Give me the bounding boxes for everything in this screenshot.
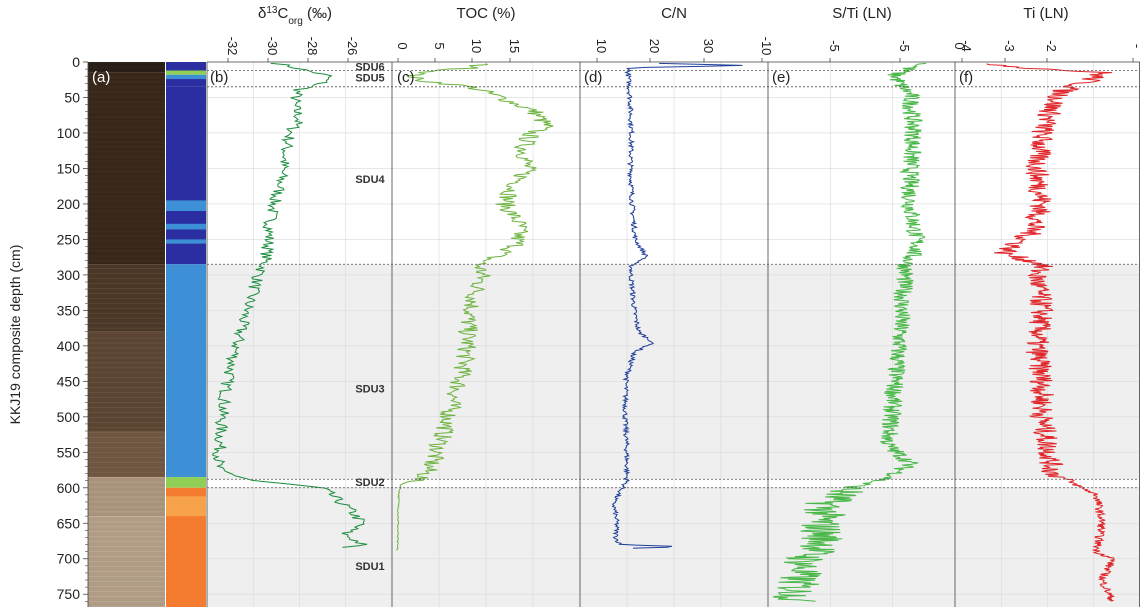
depth-axis: 0 50 100 150 200 250 300 350 400 450 500 550 600 650 7… [7, 54, 88, 602]
lith-band-1 [166, 70, 206, 75]
top-tick-label-d: 20 [647, 39, 662, 53]
series-line-f [986, 63, 1115, 602]
panel-title-b-part: 13 [266, 5, 278, 16]
unit-label-sdu3: SDU3 [355, 383, 384, 395]
depth-tick-label: 300 [57, 267, 81, 283]
panel-label-a: (a) [92, 69, 110, 86]
lith-band-6 [166, 477, 206, 488]
series-line-b [212, 62, 368, 548]
panel-title-b-part: C [278, 5, 289, 22]
top-tick-label-c: 10 [469, 39, 484, 53]
core-band-2 [88, 264, 165, 332]
panel-label-f: (f) [959, 69, 973, 86]
core-band-3 [88, 331, 165, 432]
series-line-c [396, 63, 554, 551]
panel-label-c: (c) [397, 69, 415, 86]
core-band-6 [88, 516, 165, 607]
depth-tick-label: 250 [57, 231, 81, 247]
top-tick-label-e: -5 [827, 40, 842, 52]
core-photo [88, 62, 165, 607]
panel-label-e: (e) [772, 69, 790, 86]
panel-title-b-part: (‰) [303, 5, 332, 22]
unit-label-sdu4: SDU4 [355, 174, 385, 186]
panel-title-b-part: org [288, 16, 302, 27]
depth-tick-label: 700 [57, 551, 81, 567]
depth-tick-label: 500 [57, 409, 81, 425]
depth-tick-label: 750 [57, 586, 81, 602]
panel-label-d: (d) [584, 69, 602, 86]
core-band-1 [88, 72, 165, 265]
depth-tick-label: 550 [57, 444, 81, 460]
panel-title-d: C/N [661, 5, 687, 22]
top-tick-label-b: -26 [345, 37, 360, 56]
lith-stripe-0 [166, 200, 206, 212]
core-band-4 [88, 431, 165, 478]
unit-label-sdu5: SDU5 [355, 73, 384, 85]
y-axis-label: KKJ19 composite depth (cm) [7, 245, 23, 425]
core-band-5 [88, 477, 165, 517]
panel-title-c: TOC (%) [457, 5, 516, 22]
depth-tick-label: 600 [57, 480, 81, 496]
top-tick-label-f0: 0 [952, 42, 967, 49]
depth-tick-label: 450 [57, 373, 81, 389]
top-tick-label-f: - [1130, 44, 1140, 48]
panel-title-f: Ti (LN) [1023, 5, 1068, 22]
core-band-0 [88, 62, 165, 73]
top-tick-label-c: 0 [395, 42, 410, 49]
lith-band-0 [166, 62, 206, 71]
unit-boundaries [207, 70, 1140, 489]
top-tick-label-e: -5 [897, 40, 912, 52]
top-tick-label-d: 10 [594, 39, 609, 53]
depth-tick-label: 400 [57, 338, 81, 354]
lith-band-5 [166, 264, 206, 478]
unit-label-sdu6: SDU6 [355, 61, 384, 73]
lith-band-4 [166, 86, 206, 265]
depth-tick-label: 150 [57, 160, 81, 176]
lith-stripe-2 [166, 239, 206, 244]
data-curves [212, 62, 1115, 602]
panel-title-b-part: δ [258, 5, 266, 22]
unit-label-sdu2: SDU2 [355, 477, 384, 489]
grid-lines [207, 61, 1140, 607]
depth-tick-label: 650 [57, 515, 81, 531]
top-tick-label-c: 5 [432, 42, 447, 49]
panel-title-b: δ13Corg (‰) [258, 5, 332, 27]
lith-band-2 [166, 74, 206, 80]
lith-stripe-1 [166, 223, 206, 230]
lith-band-3 [166, 79, 206, 87]
lith-stripe-o-0 [166, 496, 206, 517]
panel-title-e: S/Ti (LN) [832, 5, 891, 22]
panel-label-b: (b) [210, 69, 228, 86]
depth-tick-label: 350 [57, 302, 81, 318]
top-tick-label-f: -2 [1044, 40, 1059, 52]
series-line-d [611, 62, 743, 549]
shade-sdu3 [207, 264, 1140, 480]
top-tick-label-b: -32 [225, 37, 240, 56]
panel-titles: -32 -30 -28 -26 0 5 10 15 10 20 30 -10 -5 -5 -4 -3 -2 - 0 δ… [92, 5, 1140, 87]
lithology-column [166, 62, 206, 607]
top-tick-label-c: 15 [507, 39, 522, 53]
top-tick-label-d: -10 [759, 37, 774, 56]
depth-tick-label: 100 [57, 125, 81, 141]
depth-tick-label: 50 [64, 89, 80, 105]
top-tick-label-d: 30 [701, 39, 716, 53]
series-line-e [773, 62, 927, 602]
unit-shading [207, 264, 1140, 607]
top-tick-label-f: -3 [1002, 40, 1017, 52]
shade-sdu1 [207, 487, 1140, 607]
depth-tick-label: 0 [72, 54, 80, 70]
depth-tick-label: 200 [57, 196, 81, 212]
unit-label-sdu1: SDU1 [355, 561, 384, 573]
top-tick-label-f: -4 [959, 40, 974, 52]
top-tick-label-b: -28 [305, 37, 320, 56]
top-tick-label-b: -30 [265, 37, 280, 56]
